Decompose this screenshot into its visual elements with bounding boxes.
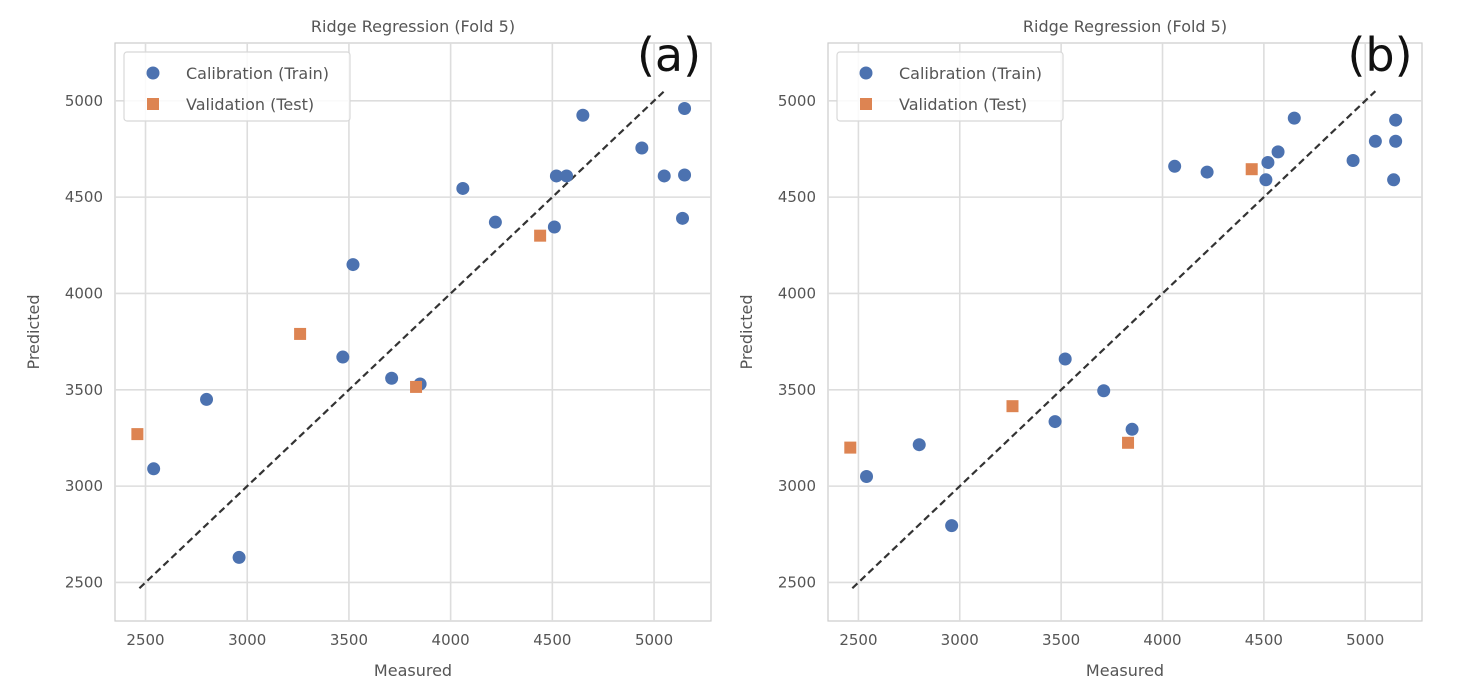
train-point [658,169,671,182]
test-point [410,381,422,393]
train-point [1389,114,1402,127]
train-point [945,519,958,532]
plot-area [115,43,711,621]
train-point [548,220,561,233]
x-tick-label: 4500 [1245,631,1283,649]
train-point [1126,423,1139,436]
chart-panel-a: 2500 3000 3500 4000 4500 5000 2500 3000 3500 4000… [24,17,711,680]
y-tick-label: 4000 [778,284,816,302]
y-tick-label: 3500 [778,381,816,399]
test-point [844,442,856,454]
x-tick-label: 3000 [941,631,979,649]
train-point [233,551,246,564]
train-point [1049,415,1062,428]
y-tick-label: 5000 [65,92,103,110]
y-tick-label: 3500 [65,381,103,399]
train-point [346,258,359,271]
train-point [1059,352,1072,365]
plot-area [828,43,1422,621]
train-point [678,168,691,181]
train-point [635,142,648,155]
test-point [534,230,546,242]
train-point [200,393,213,406]
train-point [913,438,926,451]
chart-title: Ridge Regression (Fold 5) [311,17,515,36]
y-tick-label: 2500 [65,573,103,591]
x-tick-label: 3000 [228,631,266,649]
train-point [678,102,691,115]
x-tick-label: 4000 [432,631,470,649]
train-point [1201,166,1214,179]
y-tick-label: 5000 [778,92,816,110]
train-point [1272,145,1285,158]
chart-title: Ridge Regression (Fold 5) [1023,17,1227,36]
y-tick-label: 4500 [778,188,816,206]
y-tick-label: 3000 [778,477,816,495]
legend-marker-train [147,67,160,80]
figure: 2500 3000 3500 4000 4500 5000 2500 3000 3500 4000… [0,0,1464,694]
test-point [1122,437,1134,449]
x-tick-label: 2500 [839,631,877,649]
chart-panel-b: 2500 3000 3500 4000 4500 5000 2500 3000 3500 4000… [737,17,1422,680]
train-point [576,109,589,122]
x-tick-label: 2500 [126,631,164,649]
train-point [336,351,349,364]
y-axis-label: Predicted [24,294,43,369]
legend-label: Calibration (Train) [186,64,329,83]
x-tick-label: 3500 [330,631,368,649]
x-tick-label: 5000 [1346,631,1384,649]
test-point [1246,163,1258,175]
train-point [1168,160,1181,173]
train-point [560,169,573,182]
x-axis-label: Measured [1086,661,1164,680]
train-point [1259,173,1272,186]
x-tick-label: 4500 [533,631,571,649]
train-point [1261,156,1274,169]
train-point [1097,384,1110,397]
figure-svg: 2500 3000 3500 4000 4500 5000 2500 3000 3500 4000… [0,0,1464,694]
y-tick-label: 3000 [65,477,103,495]
train-point [385,372,398,385]
train-point [860,470,873,483]
train-point [1389,135,1402,148]
legend-marker-train [860,67,873,80]
train-point [1369,135,1382,148]
legend-label: Validation (Test) [899,95,1027,114]
y-tick-label: 2500 [778,573,816,591]
x-tick-label: 5000 [635,631,673,649]
legend-marker-test [147,98,159,110]
legend-label: Calibration (Train) [899,64,1042,83]
panel-label: (a) [637,28,701,82]
panel-label: (b) [1347,28,1412,82]
test-point [294,328,306,340]
x-tick-label: 3500 [1042,631,1080,649]
train-point [1288,112,1301,125]
x-axis-label: Measured [374,661,452,680]
x-tick-label: 4000 [1143,631,1181,649]
train-point [147,462,160,475]
train-point [1347,154,1360,167]
train-point [456,182,469,195]
y-tick-label: 4500 [65,188,103,206]
train-point [676,212,689,225]
y-axis-label: Predicted [737,294,756,369]
train-point [1387,173,1400,186]
legend-marker-test [860,98,872,110]
train-point [489,216,502,229]
y-tick-label: 4000 [65,284,103,302]
test-point [131,428,143,440]
legend-label: Validation (Test) [186,95,314,114]
test-point [1006,400,1018,412]
